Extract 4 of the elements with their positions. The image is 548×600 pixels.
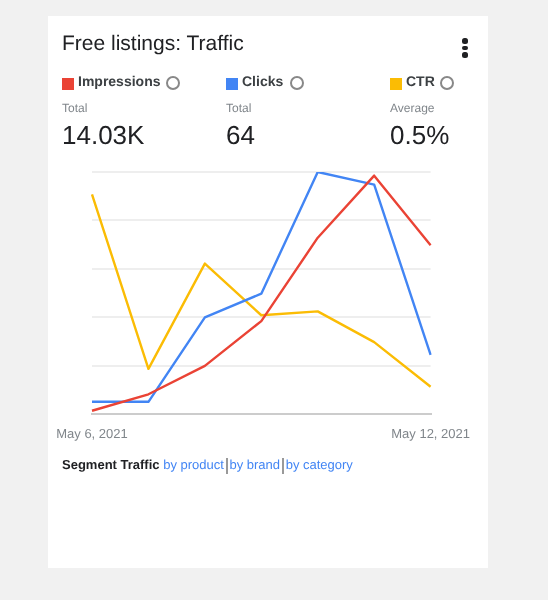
text: 64 bbox=[226, 120, 257, 150]
text: 0.5% bbox=[390, 120, 452, 150]
text: 14.03K bbox=[62, 120, 147, 150]
chart-title: Free listings: Traffic bbox=[62, 32, 244, 56]
